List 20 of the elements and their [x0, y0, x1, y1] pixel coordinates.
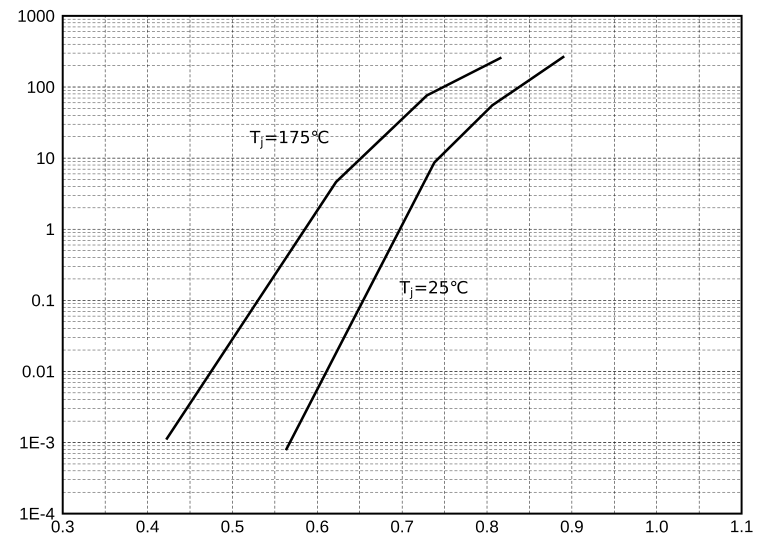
y-tick-label: 0.01	[22, 366, 54, 378]
x-tick-label: 0.9	[560, 520, 583, 533]
x-tick-label: 0.7	[391, 520, 414, 533]
y-tick-label: 1E-4	[20, 508, 54, 520]
x-tick-label: 0.6	[306, 520, 328, 533]
y-tick-label: 1	[46, 224, 54, 236]
x-tick-label: 0.5	[221, 520, 244, 533]
y-tick-label: 1E-3	[20, 436, 54, 449]
x-tick-label: 1.1	[731, 520, 753, 532]
y-tick-label: 0.1	[32, 294, 54, 307]
x-tick-label: 0.3	[52, 520, 74, 533]
y-tick-label: 1000	[18, 10, 54, 22]
y-tick-label: 100	[28, 81, 54, 94]
x-tick-label: 0.4	[136, 520, 159, 533]
series-label: T$_{j}$=25℃	[400, 281, 468, 300]
x-tick-label: 0.8	[476, 520, 498, 533]
line-series	[164, 56, 503, 442]
y-tick-label: 10	[37, 152, 54, 164]
x-tick-label: 1.0	[646, 520, 668, 533]
series-label: T$_{j}$=175℃	[250, 130, 328, 149]
